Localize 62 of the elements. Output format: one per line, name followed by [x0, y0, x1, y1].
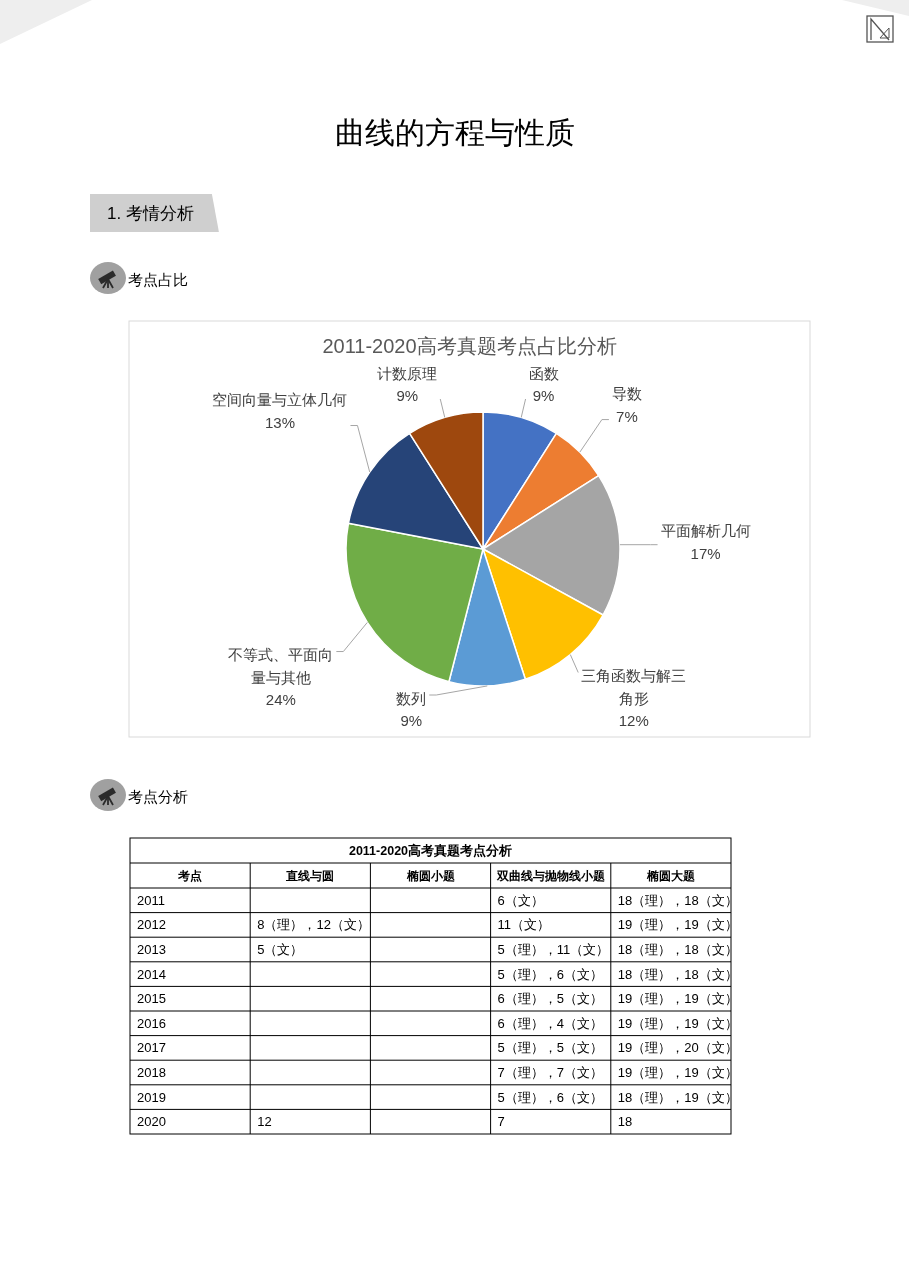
data-label: 24% — [265, 691, 296, 709]
table-cell: 7（理），7（文） — [497, 1065, 604, 1080]
table-cell: 11（文） — [497, 917, 551, 933]
table-cell: 8（理），12（文） — [257, 917, 370, 933]
data-label: 空间向量与立体几何 — [212, 391, 348, 409]
data-label: 角形 — [618, 689, 649, 707]
table-cell: 6（理），4（文） — [497, 1015, 604, 1031]
row-name: 2011 — [137, 892, 165, 908]
table-cell: 19（理），19（文） — [617, 1065, 738, 1080]
table-header: 椭圆大题 — [646, 868, 695, 883]
table-cell: 18（理），19（文） — [617, 1089, 738, 1105]
row-name: 2018 — [137, 1065, 166, 1080]
data-label: 7% — [616, 407, 638, 425]
table-title: 2011-2020高考真题考点分析 — [348, 843, 513, 858]
row-name: 2013 — [137, 942, 166, 957]
table-cell: 19（理），19（文） — [617, 1015, 738, 1031]
data-label: 计数原理 — [377, 364, 438, 382]
table-cell: 18（理），18（文） — [617, 942, 738, 957]
data-label: 9% — [396, 387, 419, 405]
data-label: 17% — [690, 544, 721, 562]
data-label: 不等式、平面向 — [228, 646, 334, 664]
table-cell: 19（理），19（文） — [617, 917, 738, 933]
table-cell: 5（理），6（文） — [497, 966, 604, 982]
table-cell: 18 — [617, 1114, 633, 1130]
table-cell: 5（理），11（文） — [497, 942, 610, 957]
data-label: 三角函数与解三 — [581, 667, 687, 685]
chart-title: 2011-2020高考真题考点占比分析 — [322, 335, 617, 357]
table-cell: 5（理），5（文） — [497, 1040, 604, 1056]
table-cell: 19（理），19（文） — [617, 991, 738, 1007]
table-header: 考点 — [178, 868, 203, 883]
row-name: 2015 — [137, 991, 166, 1007]
data-label: 数列 — [396, 689, 427, 707]
table-cell: 6（文） — [497, 892, 544, 908]
data-label: 函数 — [528, 364, 559, 382]
table-header: 椭圆小题 — [406, 868, 455, 883]
table-header: 双曲线与抛物线小题 — [496, 868, 605, 883]
subheading: 考点分析 — [128, 787, 188, 805]
subheading: 考点占比 — [128, 270, 188, 288]
data-label: 13% — [264, 413, 295, 431]
data-label: 量与其他 — [250, 668, 311, 686]
table-cell: 5（理），6（文） — [497, 1089, 604, 1105]
data-label: 9% — [532, 387, 555, 405]
row-name: 2017 — [137, 1040, 166, 1056]
table-cell: 12 — [257, 1114, 272, 1130]
row-name: 2020 — [137, 1114, 166, 1130]
table-cell: 5（文） — [257, 942, 304, 957]
row-name: 2016 — [137, 1015, 166, 1031]
data-label: 12% — [618, 712, 649, 730]
table-header: 直线与圆 — [286, 868, 335, 883]
row-name: 2014 — [137, 966, 166, 982]
table-cell: 18（理），18（文） — [617, 966, 738, 982]
section-heading: 1. 考情分析 — [107, 203, 194, 223]
table-cell: 6（理），5（文） — [497, 991, 604, 1007]
table-cell: 18（理），18（文） — [617, 892, 738, 908]
table-cell: 19（理），20（文） — [617, 1040, 738, 1056]
data-label: 9% — [400, 712, 423, 730]
row-name: 2012 — [137, 917, 166, 933]
row-name: 2019 — [137, 1089, 166, 1105]
data-label: 平面解析几何 — [660, 522, 751, 540]
table-cell: 7 — [497, 1114, 505, 1130]
data-label: 导数 — [611, 385, 642, 403]
page-title: 曲线的方程与性质 — [334, 115, 575, 149]
